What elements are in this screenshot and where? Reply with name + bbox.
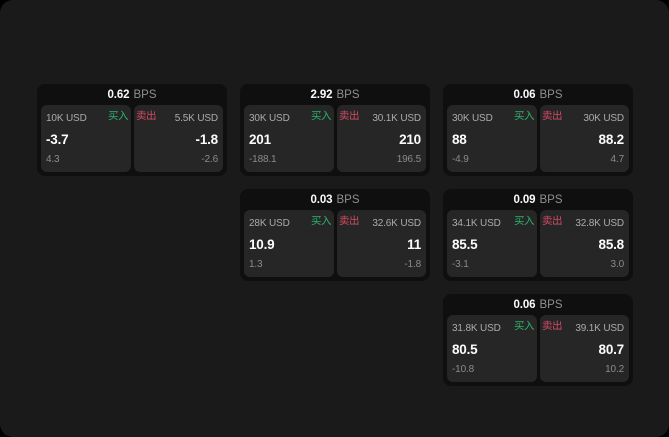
buy-price: 80.5 xyxy=(452,341,478,357)
sell-quote-tile[interactable]: 5.5K USD -1.8 -2.6 xyxy=(133,105,223,172)
sell-side-label xyxy=(542,215,563,226)
card-header: 0.62 BPS xyxy=(37,84,227,105)
buy-amount: 10K USD xyxy=(46,112,87,124)
buy-quote-tile[interactable]: 30K USD 88 -4.9 xyxy=(447,105,537,172)
buy-delta: -188.1 xyxy=(249,154,277,165)
sell-amount: 5.5K USD xyxy=(174,112,218,124)
sell-side-label xyxy=(339,110,360,121)
sell-amount: 30.1K USD xyxy=(372,112,421,124)
sell-price: 210 xyxy=(399,131,421,147)
sell-quote-tile[interactable]: 32.8K USD 85.8 3.0 xyxy=(539,210,629,277)
buy-side-label xyxy=(311,110,332,121)
buy-price: -3.7 xyxy=(46,131,69,147)
card-body: 10K USD -3.7 4.3 5.5K USD -1.8 -2.6 xyxy=(37,105,227,176)
sell-delta: 10.2 xyxy=(605,364,624,375)
quote-card[interactable]: 0.03 BPS 28K USD 10.9 1.3 32.6K USD xyxy=(240,189,430,281)
sell-delta: -2.6 xyxy=(201,154,218,165)
quote-card-grid: 0.62 BPS 10K USD -3.7 4.3 5.5K USD xyxy=(37,84,633,386)
buy-delta: -4.9 xyxy=(452,154,469,165)
buy-price: 10.9 xyxy=(249,236,275,252)
card-body: 30K USD 88 -4.9 30K USD 88.2 4.7 xyxy=(443,105,633,176)
sell-delta: 4.7 xyxy=(610,154,625,165)
buy-side-label xyxy=(514,110,535,121)
buy-amount: 28K USD xyxy=(249,217,290,229)
sell-amount: 32.6K USD xyxy=(372,217,421,229)
card-body: 30K USD 201 -188.1 30.1K USD 210 196.5 xyxy=(240,105,430,176)
sell-price: 11 xyxy=(407,236,421,252)
buy-delta: 1.3 xyxy=(249,259,263,270)
bps-unit-label: BPS xyxy=(336,88,360,101)
bps-value: 0.62 xyxy=(107,88,130,101)
buy-amount: 34.1K USD xyxy=(452,217,501,229)
buy-quote-tile[interactable]: 28K USD 10.9 1.3 xyxy=(244,210,334,277)
sell-side-label xyxy=(542,320,563,331)
buy-quote-tile[interactable]: 31.8K USD 80.5 -10.8 xyxy=(447,315,537,382)
sell-quote-tile[interactable]: 30K USD 88.2 4.7 xyxy=(539,105,629,172)
bps-unit-label: BPS xyxy=(539,88,563,101)
buy-side-label xyxy=(514,215,535,226)
sell-amount: 30K USD xyxy=(583,112,624,124)
buy-price: 88 xyxy=(452,131,467,147)
bps-unit-label: BPS xyxy=(539,193,563,206)
sell-price: -1.8 xyxy=(195,131,219,147)
card-header: 0.06 BPS xyxy=(443,84,633,105)
buy-amount: 30K USD xyxy=(249,112,290,124)
quote-card[interactable]: 0.06 BPS 31.8K USD 80.5 -10.8 39.1K USD xyxy=(443,294,633,386)
sell-delta: 3.0 xyxy=(610,259,625,270)
sell-side-label xyxy=(136,110,157,121)
buy-side-label xyxy=(514,320,535,331)
sell-amount: 32.8K USD xyxy=(575,217,624,229)
sell-quote-tile[interactable]: 32.6K USD 11 -1.8 xyxy=(336,210,426,277)
card-header: 0.03 BPS xyxy=(240,189,430,210)
sell-quote-tile[interactable]: 30.1K USD 210 196.5 xyxy=(336,105,426,172)
bps-unit-label: BPS xyxy=(133,88,157,101)
card-body: 34.1K USD 85.5 -3.1 32.8K USD 85.8 3.0 xyxy=(443,210,633,281)
buy-quote-tile[interactable]: 34.1K USD 85.5 -3.1 xyxy=(447,210,537,277)
bps-value: 0.06 xyxy=(513,88,536,101)
sell-price: 85.8 xyxy=(598,236,625,252)
bps-value: 0.09 xyxy=(513,193,536,206)
bps-unit-label: BPS xyxy=(336,193,360,206)
card-body: 28K USD 10.9 1.3 32.6K USD 11 -1.8 xyxy=(240,210,430,281)
quote-card[interactable]: 0.09 BPS 34.1K USD 85.5 -3.1 32.8K USD xyxy=(443,189,633,281)
sell-amount: 39.1K USD xyxy=(575,322,624,334)
quote-card[interactable]: 0.06 BPS 30K USD 88 -4.9 30K USD xyxy=(443,84,633,176)
sell-side-label xyxy=(542,110,563,121)
buy-price: 85.5 xyxy=(452,236,478,252)
sell-delta: -1.8 xyxy=(404,259,421,270)
bps-value: 0.06 xyxy=(513,298,536,311)
card-body: 31.8K USD 80.5 -10.8 39.1K USD 80.7 10.2 xyxy=(443,315,633,386)
card-header: 2.92 BPS xyxy=(240,84,430,105)
buy-amount: 31.8K USD xyxy=(452,322,501,334)
quote-card[interactable]: 0.62 BPS 10K USD -3.7 4.3 5.5K USD xyxy=(37,84,227,176)
sell-side-label xyxy=(339,215,360,226)
buy-amount: 30K USD xyxy=(452,112,493,124)
buy-quote-tile[interactable]: 30K USD 201 -188.1 xyxy=(244,105,334,172)
quote-card[interactable]: 2.92 BPS 30K USD 201 -188.1 30.1K USD xyxy=(240,84,430,176)
bps-value: 0.03 xyxy=(310,193,333,206)
sell-delta: 196.5 xyxy=(396,154,421,165)
sell-price: 80.7 xyxy=(598,341,625,357)
buy-side-label xyxy=(108,110,129,121)
sell-quote-tile[interactable]: 39.1K USD 80.7 10.2 xyxy=(539,315,629,382)
bps-value: 2.92 xyxy=(310,88,333,101)
buy-price: 201 xyxy=(249,131,271,147)
buy-delta: -10.8 xyxy=(452,364,475,375)
buy-side-label xyxy=(311,215,332,226)
buy-delta: -3.1 xyxy=(452,259,469,270)
card-header: 0.09 BPS xyxy=(443,189,633,210)
sell-price: 88.2 xyxy=(598,131,625,147)
buy-quote-tile[interactable]: 10K USD -3.7 4.3 xyxy=(41,105,131,172)
card-header: 0.06 BPS xyxy=(443,294,633,315)
buy-delta: 4.3 xyxy=(46,154,60,165)
bps-unit-label: BPS xyxy=(539,298,563,311)
